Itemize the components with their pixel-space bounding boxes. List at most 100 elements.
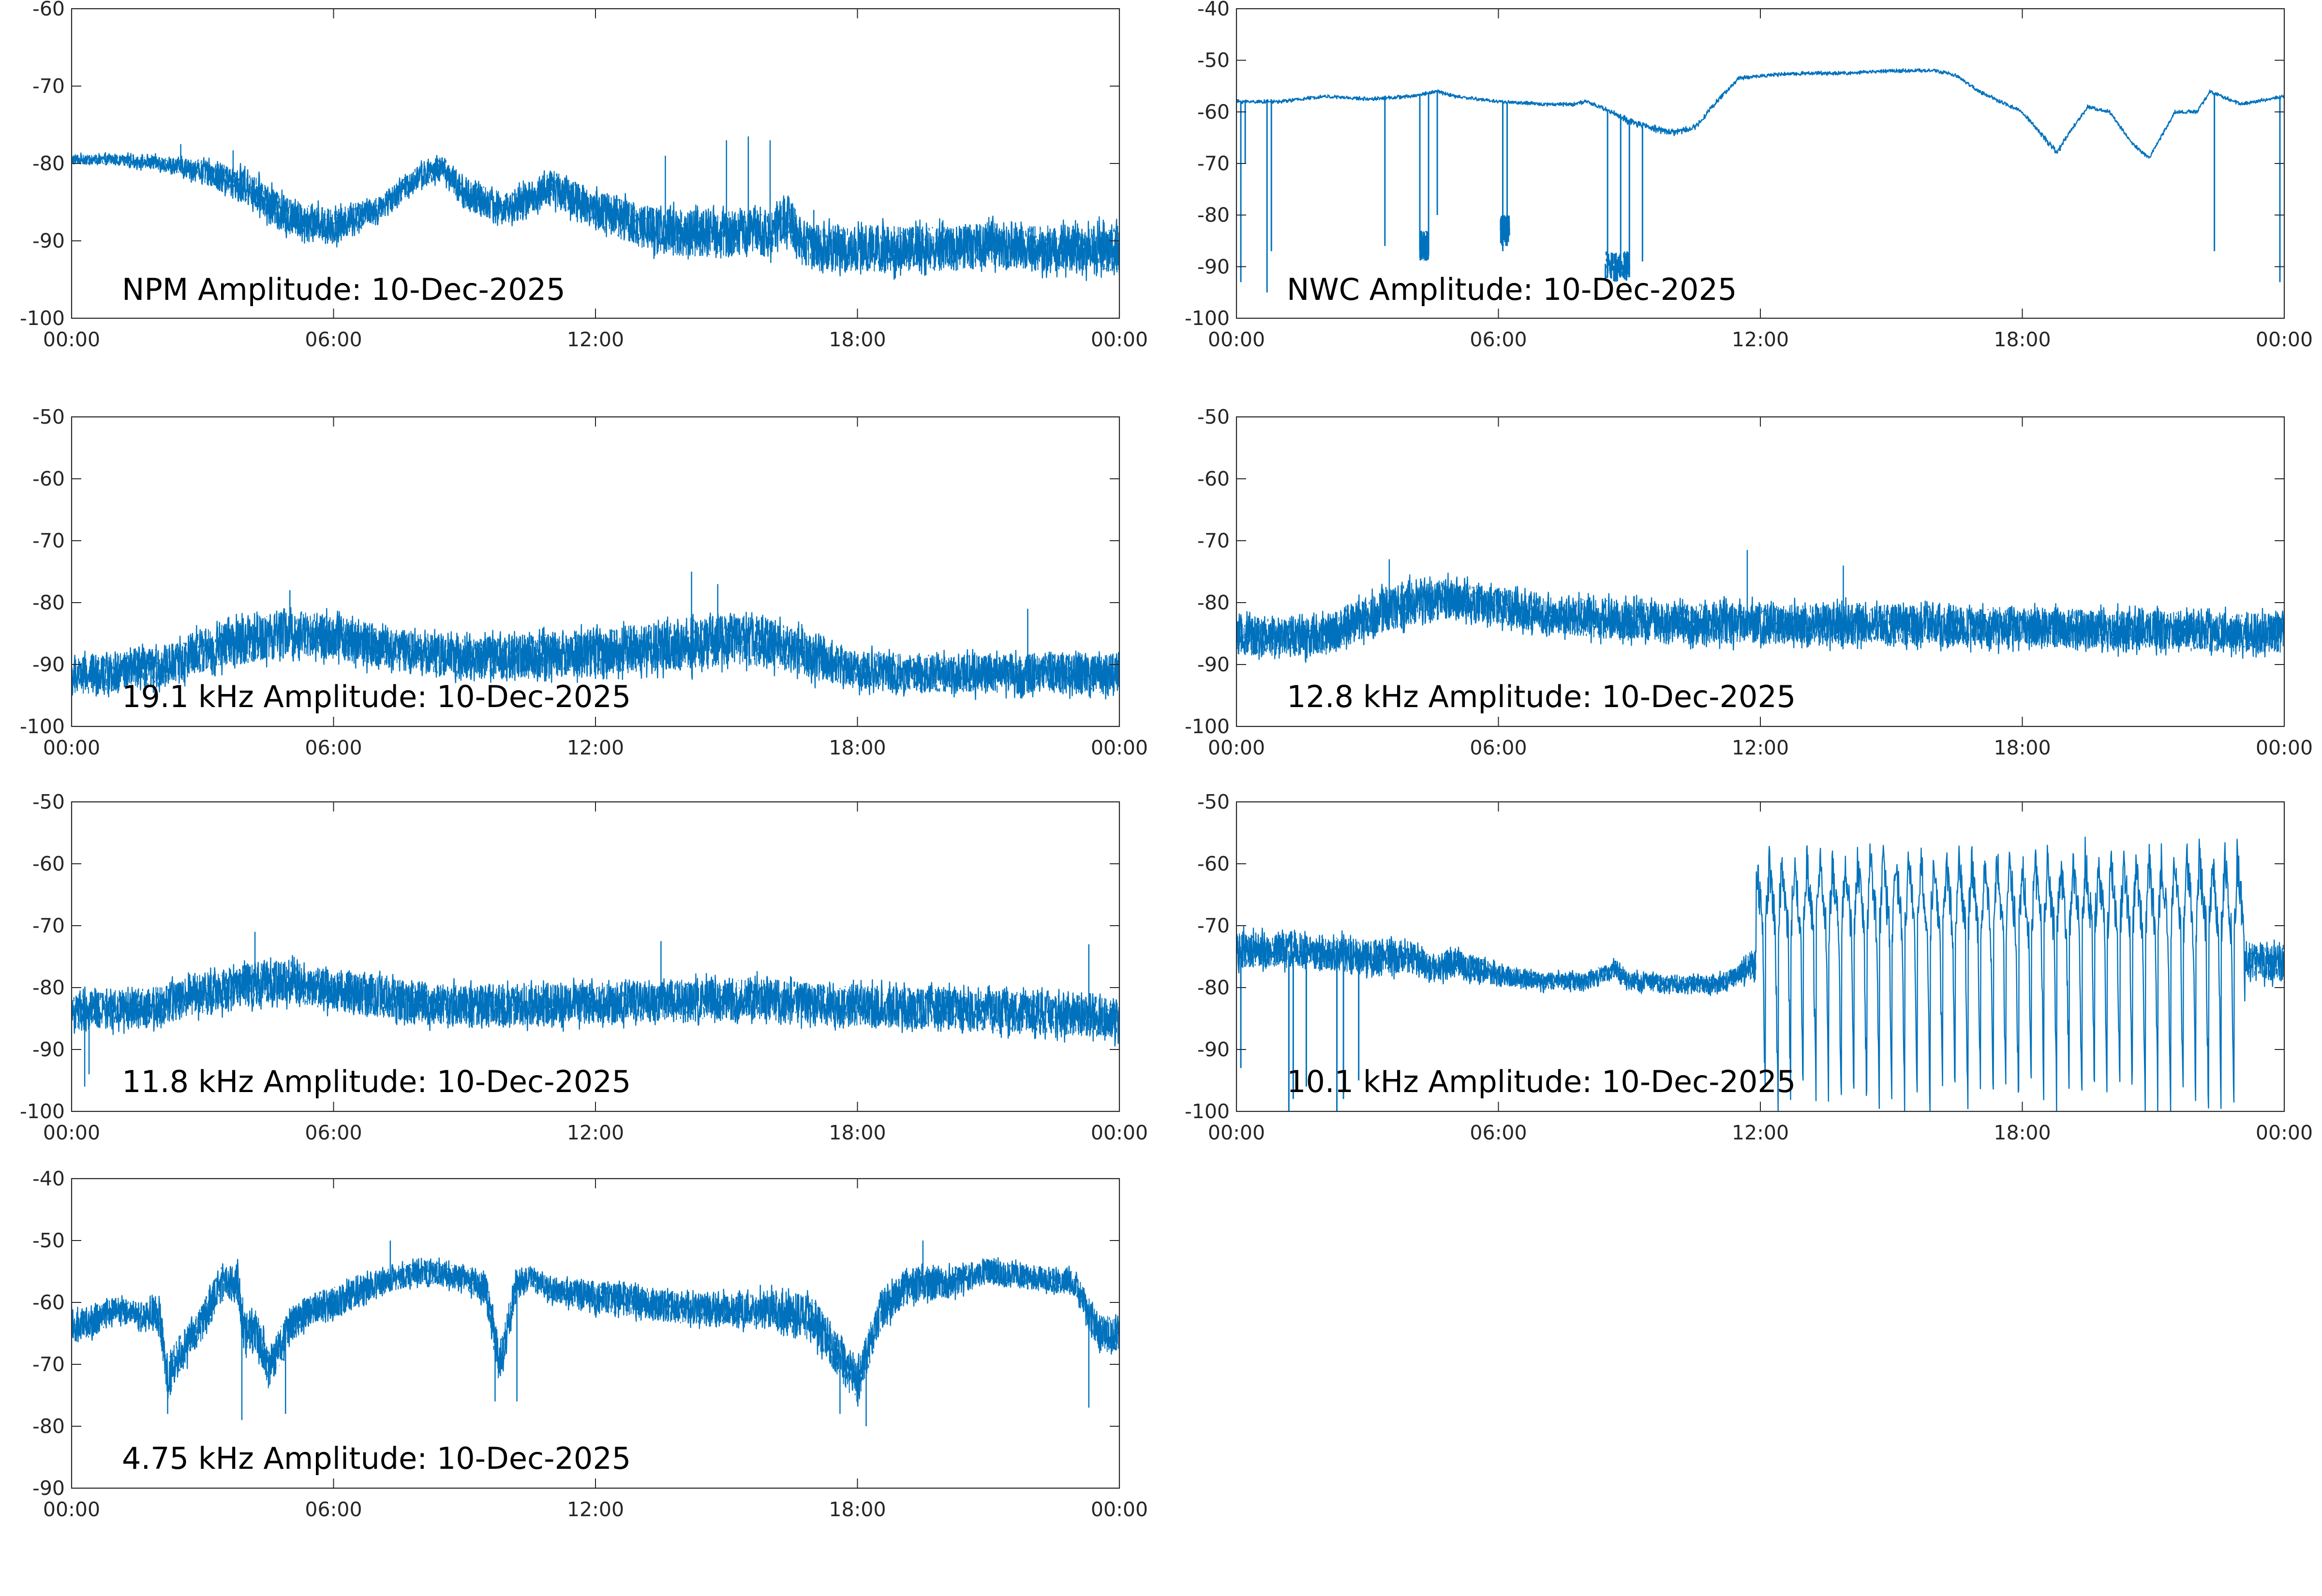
x-tick-label: 00:00 [1091, 736, 1148, 759]
series-2 [72, 572, 1119, 700]
noise-band [72, 611, 1119, 694]
series-1 [1236, 68, 2284, 293]
y-tick-label: -60 [32, 0, 65, 20]
y-tick-label: -60 [1197, 467, 1230, 490]
y-tick-label: -50 [1197, 49, 1230, 72]
x-tick-label: 00:00 [43, 1498, 100, 1521]
x-tick-label: 00:00 [43, 736, 100, 759]
x-tick-label: 18:00 [1994, 1121, 2051, 1144]
x-tick-label: 06:00 [305, 328, 362, 351]
panel-title: 19.1 kHz Amplitude: 10-Dec-2025 [122, 679, 631, 714]
x-tick-label: 06:00 [1470, 1121, 1527, 1144]
y-tick-label: -70 [1197, 914, 1230, 937]
x-tick-label: 00:00 [43, 328, 100, 351]
y-tick-label: -70 [32, 74, 65, 98]
y-tick-label: -100 [1185, 715, 1230, 738]
x-tick-label: 12:00 [1732, 736, 1789, 759]
x-tick-label: 18:00 [1994, 328, 2051, 351]
series-4 [72, 931, 1119, 1087]
y-tick-label: -50 [32, 1229, 65, 1252]
y-tick-label: -70 [1197, 152, 1230, 175]
data-line [72, 955, 1119, 1047]
y-tick-label: -70 [1197, 529, 1230, 552]
y-tick-label: -60 [1197, 100, 1230, 123]
y-tick-label: -100 [1185, 1100, 1230, 1123]
panel-title: NPM Amplitude: 10-Dec-2025 [122, 272, 566, 307]
y-tick-label: -50 [1197, 790, 1230, 813]
y-tick-label: -60 [32, 467, 65, 490]
data-line [1236, 68, 2284, 159]
y-tick-label: -80 [32, 976, 65, 999]
noise-band [72, 1259, 1119, 1403]
panel-title: 10.1 kHz Amplitude: 10-Dec-2025 [1287, 1064, 1796, 1099]
panel-title: NWC Amplitude: 10-Dec-2025 [1287, 272, 1737, 307]
series-3 [1236, 550, 2284, 663]
noise-band [72, 961, 1119, 1037]
x-tick-label: 12:00 [567, 328, 624, 351]
panel-title: 12.8 kHz Amplitude: 10-Dec-2025 [1287, 679, 1796, 714]
x-tick-label: 12:00 [1732, 1121, 1789, 1144]
x-tick-label: 06:00 [305, 1498, 362, 1521]
noise-band [1236, 933, 2284, 993]
x-tick-label: 18:00 [829, 1121, 886, 1144]
data-line [1236, 572, 2284, 663]
y-tick-label: -90 [1197, 653, 1230, 676]
series-5 [1236, 836, 2284, 1111]
y-tick-label: -90 [32, 653, 65, 676]
x-tick-label: 18:00 [1994, 736, 2051, 759]
y-tick-label: -80 [32, 152, 65, 175]
x-tick-label: 12:00 [567, 736, 624, 759]
panel-4-75-khz: 00:00 06:00 12:00 18:00 00:00-90-80-70-60-50… [32, 1167, 1148, 1521]
y-tick-label: -40 [1197, 0, 1230, 20]
y-tick-label: -100 [20, 307, 65, 330]
y-tick-label: -80 [1197, 976, 1230, 999]
x-tick-label: 18:00 [829, 1498, 886, 1521]
y-tick-label: -80 [1197, 591, 1230, 614]
panel-title: 4.75 kHz Amplitude: 10-Dec-2025 [122, 1441, 631, 1476]
x-tick-label: 06:00 [1470, 328, 1527, 351]
y-tick-label: -90 [1197, 255, 1230, 278]
x-tick-label: 00:00 [43, 1121, 100, 1144]
y-tick-label: -80 [32, 591, 65, 614]
y-tick-label: -70 [32, 914, 65, 937]
x-tick-label: 00:00 [1208, 328, 1265, 351]
series-6 [72, 1241, 1119, 1426]
y-tick-label: -80 [1197, 204, 1230, 227]
x-tick-label: 06:00 [305, 1121, 362, 1144]
x-tick-label: 06:00 [305, 736, 362, 759]
x-tick-label: 00:00 [2256, 736, 2313, 759]
dropout-block [1419, 231, 1429, 261]
panel-19-1-khz: 00:00 06:00 12:00 18:00 00:00-100-90-80-70-6… [20, 405, 1148, 759]
noise-band [1236, 580, 2284, 656]
y-tick-label: -50 [32, 790, 65, 813]
y-tick-label: -80 [32, 1415, 65, 1438]
x-tick-label: 00:00 [1091, 1121, 1148, 1144]
y-tick-label: -70 [32, 1353, 65, 1376]
y-tick-label: -40 [32, 1167, 65, 1190]
panel-npm: 00:00 06:00 12:00 18:00 00:00-100-90-80-70-6… [20, 0, 1148, 351]
x-tick-label: 12:00 [567, 1121, 624, 1144]
x-tick-label: 18:00 [829, 328, 886, 351]
series-0 [72, 136, 1119, 281]
y-tick-label: -60 [32, 852, 65, 875]
x-tick-label: 00:00 [1091, 328, 1148, 351]
x-tick-label: 12:00 [567, 1498, 624, 1521]
y-tick-label: -70 [32, 529, 65, 552]
y-tick-label: -90 [32, 1038, 65, 1061]
x-tick-label: 12:00 [1732, 328, 1789, 351]
x-tick-label: 00:00 [1208, 1121, 1265, 1144]
dropout-block [1605, 251, 1630, 282]
dropout-block [1500, 215, 1510, 246]
y-tick-label: -100 [20, 1100, 65, 1123]
y-tick-label: -90 [1197, 1038, 1230, 1061]
x-tick-label: 00:00 [2256, 328, 2313, 351]
y-tick-label: -100 [20, 715, 65, 738]
panel-11-8-khz: 00:00 06:00 12:00 18:00 00:00-100-90-80-70-6… [20, 790, 1148, 1144]
x-tick-label: 00:00 [1091, 1498, 1148, 1521]
y-tick-label: -60 [1197, 852, 1230, 875]
x-tick-label: 06:00 [1470, 736, 1527, 759]
x-tick-label: 18:00 [829, 736, 886, 759]
panel-title: 11.8 kHz Amplitude: 10-Dec-2025 [122, 1064, 631, 1099]
